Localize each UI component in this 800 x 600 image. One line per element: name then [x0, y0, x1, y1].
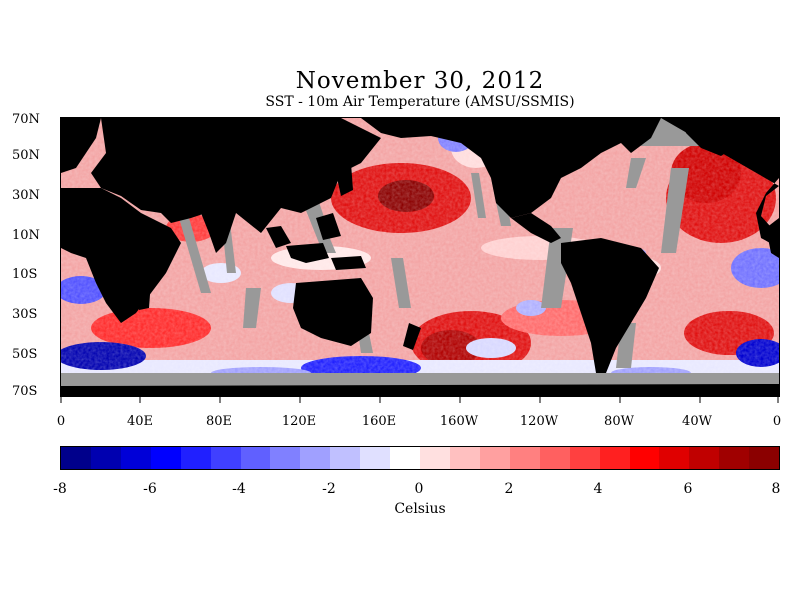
colorbar-label-6: 6: [683, 481, 693, 497]
colorbar-cell: [390, 447, 421, 469]
colorbar-cell: [210, 447, 241, 469]
colorbar-cell: [719, 447, 750, 469]
colorbar-cell: [61, 447, 91, 469]
colorbar-label-neg2: -2: [322, 481, 336, 497]
map-title: November 30, 2012: [295, 68, 545, 94]
lon-label-0: 0: [56, 414, 66, 429]
colorbar-cell: [150, 447, 181, 469]
lat-label-70n: 70N: [12, 112, 40, 127]
colorbar-label-4: 4: [593, 481, 603, 497]
colorbar-cell: [90, 447, 121, 469]
map-subtitle: SST - 10m Air Temperature (AMSU/SSMIS): [265, 94, 575, 110]
colorbar-label-neg8: -8: [53, 481, 67, 497]
colorbar-cell: [420, 447, 450, 469]
lat-label-70s: 70S: [12, 384, 38, 399]
colorbar-unit: Celsius: [394, 501, 446, 517]
colorbar-cell: [479, 447, 510, 469]
land-masses: [61, 118, 779, 396]
colorbar-label-2: 2: [504, 481, 514, 497]
lon-label-40w: 40W: [682, 414, 712, 429]
colorbar-label-8: 8: [771, 481, 781, 497]
colorbar-cell: [599, 447, 630, 469]
colorbar-cell: [180, 447, 211, 469]
lon-label-160e: 160E: [361, 414, 397, 429]
lat-label-50n: 50N: [12, 148, 40, 163]
lon-label-160w: 160W: [439, 414, 479, 429]
colorbar-cell: [689, 447, 720, 469]
colorbar-cell: [360, 447, 391, 469]
lon-label-120w: 120W: [519, 414, 559, 429]
lat-label-10s: 10S: [12, 267, 38, 282]
lon-label-0-east: 0: [772, 414, 782, 429]
colorbar-cell: [449, 447, 480, 469]
colorbar-cell: [120, 447, 151, 469]
colorbar-label-0: 0: [414, 481, 424, 497]
sst-anomaly-map: [60, 117, 780, 397]
colorbar-cell: [629, 447, 660, 469]
colorbar-cell: [330, 447, 361, 469]
colorbar-cell: [569, 447, 600, 469]
lat-label-30s: 30S: [12, 307, 38, 322]
lat-label-50s: 50S: [12, 347, 38, 362]
colorbar: [60, 446, 780, 470]
lon-label-80w: 80W: [604, 414, 634, 429]
colorbar-cell: [509, 447, 540, 469]
colorbar-cell: [659, 447, 690, 469]
lon-label-40e: 40E: [126, 414, 154, 429]
colorbar-label-neg4: -4: [232, 481, 246, 497]
colorbar-cell: [270, 447, 301, 469]
lon-tick-marks: [60, 395, 779, 403]
colorbar-cell: [300, 447, 331, 469]
lon-label-80e: 80E: [205, 414, 233, 429]
colorbar-cell: [539, 447, 570, 469]
lat-label-10n: 10N: [12, 228, 40, 243]
lon-label-120e: 120E: [281, 414, 317, 429]
lat-label-30n: 30N: [12, 188, 40, 203]
colorbar-label-neg6: -6: [143, 481, 157, 497]
colorbar-cell: [240, 447, 271, 469]
colorbar-cell: [749, 447, 780, 469]
